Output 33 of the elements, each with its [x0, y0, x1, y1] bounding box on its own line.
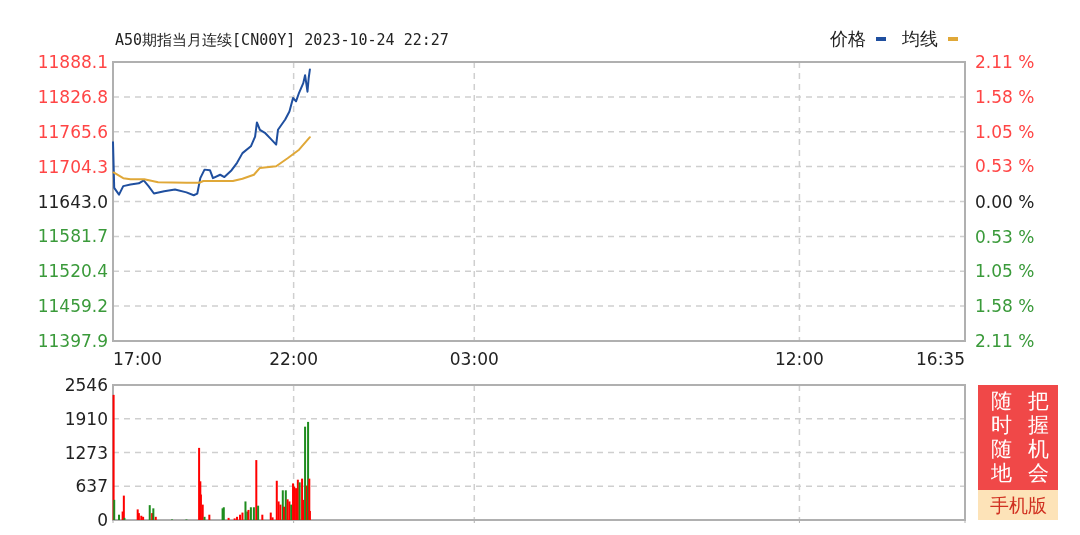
y-tick-label: 11704.3 — [37, 156, 108, 177]
x-tick-label: 22:00 — [269, 349, 319, 369]
y2-tick-label: 1.58 % — [975, 295, 1035, 316]
text: 手机版 — [978, 490, 1058, 520]
x-tick-label: 17:00 — [113, 349, 162, 369]
y-tick-label: 1273 — [64, 442, 108, 463]
y-tick-label: 11581.7 — [37, 226, 108, 247]
x-tick-label: 12:00 — [774, 349, 824, 369]
legend-label: 均线 — [901, 28, 938, 49]
y-tick-label: 2546 — [64, 375, 108, 395]
y2-tick-label: 2.11 % — [975, 52, 1035, 72]
y-tick-label: 11826.8 — [37, 86, 108, 107]
y-tick-label: 11397.9 — [37, 331, 108, 351]
y-tick-label: 0 — [97, 510, 108, 530]
x-tick-label: 03:00 — [449, 349, 499, 369]
y2-tick-label: 1.05 % — [975, 122, 1035, 143]
y2-tick-label: 1.58 % — [975, 87, 1035, 108]
y2-tick-label: 2.11 % — [975, 331, 1035, 351]
y-tick-label: 11520.4 — [37, 261, 108, 282]
y2-tick-label: 0.53 % — [975, 226, 1035, 247]
y-tick-label: 11888.1 — [37, 52, 108, 72]
legend-label: 价格 — [829, 28, 866, 49]
chart-title: A50期指当月连续[CN00Y] 2023-10-24 22:27 — [115, 31, 449, 49]
y2-tick-label: 1.05 % — [975, 260, 1035, 281]
y-tick-label: 11643.0 — [37, 191, 108, 212]
y2-tick-label: 0.53 % — [975, 156, 1035, 177]
y2-tick-label: 0.00 % — [975, 191, 1035, 212]
x-tick-label: 16:35 — [916, 349, 965, 369]
y-tick-label: 11459.2 — [37, 296, 108, 317]
text: 随时随地把握机会 — [991, 389, 1049, 485]
y-tick-label: 1910 — [64, 408, 108, 429]
y-tick-label: 11765.6 — [37, 121, 108, 142]
y-tick-label: 637 — [75, 476, 108, 497]
